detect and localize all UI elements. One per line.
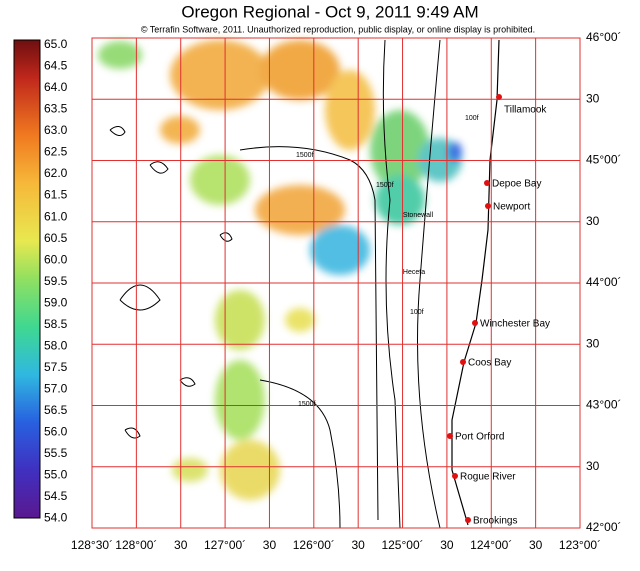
lat-label: 30	[586, 459, 600, 473]
place-label: Depoe Bay	[492, 179, 541, 190]
lon-label: 30	[263, 538, 277, 552]
lat-label: 30	[586, 214, 600, 228]
lat-label: 30	[586, 91, 600, 105]
bank-label: Heceta	[403, 269, 425, 276]
place-dot	[472, 320, 478, 326]
legend-label: 60.0	[44, 252, 68, 266]
legend-label: 62.5	[44, 145, 68, 159]
legend-label: 55.0	[44, 467, 68, 481]
place-dot	[465, 517, 471, 523]
place-dot	[447, 433, 453, 439]
lon-label: 126°00´	[293, 538, 335, 552]
coastline	[451, 39, 500, 526]
legend-label: 55.5	[44, 446, 68, 460]
legend-label: 56.0	[44, 424, 68, 438]
contour-label: 1500f	[296, 152, 314, 159]
place-label: Coos Bay	[468, 358, 511, 369]
lat-label: 42°00´	[586, 520, 622, 534]
legend-label: 62.0	[44, 166, 68, 180]
legend-label: 63.5	[44, 102, 68, 116]
lon-label: 30	[352, 538, 366, 552]
bank-label: Stonewall	[403, 212, 434, 219]
place-label: Rogue River	[460, 472, 516, 483]
legend-label: 58.5	[44, 317, 68, 331]
lon-label: 128°00´	[115, 538, 157, 552]
copyright: © Terrafin Software, 2011. Unauthorized …	[141, 24, 535, 34]
contour-label: 1500f	[376, 182, 394, 189]
place-dot	[460, 359, 466, 365]
place-label: Newport	[493, 202, 530, 213]
legend-label: 54.0	[44, 510, 68, 524]
lon-label: 123°00´	[559, 538, 601, 552]
legend-label: 61.5	[44, 188, 68, 202]
place-dot	[496, 94, 502, 100]
legend-label: 61.0	[44, 209, 68, 223]
lon-label: 30	[440, 538, 454, 552]
lon-label: 30	[174, 538, 188, 552]
legend-label: 58.0	[44, 338, 68, 352]
legend-label: 59.0	[44, 295, 68, 309]
lon-label: 124°00´	[470, 538, 512, 552]
legend-label: 54.5	[44, 489, 68, 503]
lon-label: 127°00´	[204, 538, 246, 552]
legend-label: 59.5	[44, 274, 68, 288]
place-label: Tillamook	[504, 105, 547, 116]
place-dot	[484, 180, 490, 186]
lon-label: 30	[529, 538, 543, 552]
contour-label: 100f	[465, 115, 479, 122]
lon-label: 128°30´	[71, 538, 113, 552]
legend-label: 57.5	[44, 360, 68, 374]
contour-label: 100f	[410, 309, 424, 316]
lat-label: 45°00´	[586, 153, 622, 167]
colorbar	[13, 39, 41, 519]
place-dot	[485, 203, 491, 209]
map-title: Oregon Regional - Oct 9, 2011 9:49 AM	[181, 2, 478, 21]
lon-label: 125°00´	[381, 538, 423, 552]
contour-label: 1500f	[298, 401, 316, 408]
contours	[109, 39, 441, 529]
legend-label: 64.0	[44, 80, 68, 94]
place-dot	[452, 473, 458, 479]
legend-label: 63.0	[44, 123, 68, 137]
legend-label: 60.5	[44, 231, 68, 245]
legend-label: 65.0	[44, 37, 68, 51]
lat-label: 30	[586, 336, 600, 350]
place-label: Brookings	[473, 516, 517, 527]
place-label: Port Orford	[455, 432, 504, 443]
lat-label: 43°00´	[586, 398, 622, 412]
legend-label: 56.5	[44, 403, 68, 417]
lat-label: 44°00´	[586, 275, 622, 289]
place-label: Winchester Bay	[480, 319, 550, 330]
legend-label: 57.0	[44, 381, 68, 395]
legend-label: 64.5	[44, 59, 68, 73]
lat-label: 46°00´	[586, 30, 622, 44]
